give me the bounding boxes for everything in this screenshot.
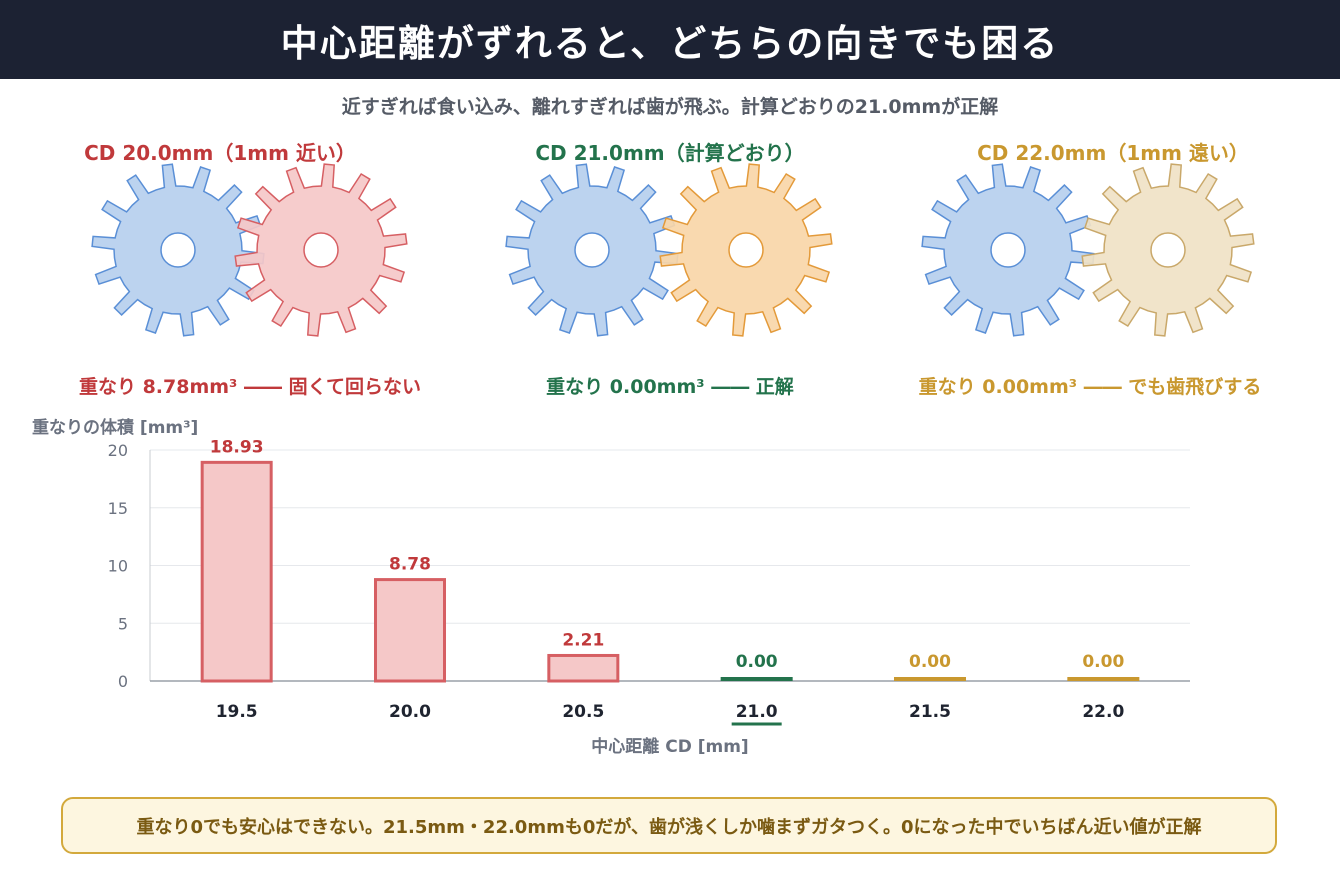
bar: [200, 460, 273, 683]
x-tick-label: 21.0: [736, 702, 778, 722]
overlap-bar-chart: 0 5 10 15 20 重なりの体積 [mm³] 中心距離 CD [mm] 18.93 19.…: [32, 417, 1190, 757]
gear-orange-correct-hole: [728, 232, 764, 268]
x-tick-label: 19.5: [216, 702, 258, 722]
x-axis-label: 中心距離 CD [mm]: [591, 736, 748, 757]
y-tick-label: 10: [108, 557, 128, 576]
x-tick-label: 21.5: [909, 702, 951, 722]
y-tick-label: 15: [108, 499, 128, 518]
y-axis-label: 重なりの体積 [mm³]: [32, 417, 198, 438]
bar-value-label: 0.00: [736, 652, 778, 672]
x-tick-label: 22.0: [1082, 702, 1124, 722]
case-note-correct: 重なり 0.00mm³ ―― 正解: [546, 376, 794, 398]
bar-value-label: 0.00: [909, 652, 951, 672]
gear-blue-correct-hole: [574, 232, 610, 268]
y-tick-label: 0: [118, 672, 128, 691]
bar: [894, 677, 966, 681]
gear-red-near-hole: [303, 232, 339, 268]
y-tick-label: 5: [118, 614, 128, 633]
case-title-far: CD 22.0mm（1mm 遠い）: [977, 141, 1249, 165]
bar-value-label: 0.00: [1082, 652, 1124, 672]
bar: [1067, 677, 1140, 681]
bar-value-label: 8.78: [389, 555, 431, 575]
case-title-near: CD 20.0mm（1mm 近い）: [84, 141, 356, 165]
gear-illustrations: [91, 163, 1255, 337]
header-bar: 中心距離がずれると、どちらの向きでも困る: [0, 0, 1340, 79]
page-subtitle: 近すぎれば食い込み、離れすぎれば歯が飛ぶ。計算どおりの21.0mmが正解: [341, 96, 999, 118]
gear-blue-near-hole: [160, 232, 196, 268]
footer-text: 重なり0でも安心はできない。21.5mm・22.0mmも0だが、歯が浅くしか噛ま…: [136, 816, 1202, 838]
case-title-correct: CD 21.0mm（計算どおり）: [535, 141, 805, 165]
y-tick-label: 20: [108, 441, 128, 460]
bar-value-label: 18.93: [210, 437, 264, 457]
case-note-near: 重なり 8.78mm³ ―― 固くて回らない: [78, 376, 422, 398]
gear-blue-far-hole: [990, 232, 1026, 268]
page-title: 中心距離がずれると、どちらの向きでも困る: [280, 21, 1060, 65]
bar: [547, 653, 620, 683]
case-note-far: 重なり 0.00mm³ ―― でも歯飛びする: [918, 376, 1262, 398]
x-tick-label: 20.0: [389, 702, 431, 722]
footer-note: 重なり0でも安心はできない。21.5mm・22.0mmも0だが、歯が浅くしか噛ま…: [61, 797, 1277, 854]
gear-beige-far-hole: [1150, 232, 1186, 268]
bar: [720, 677, 793, 681]
x-tick-label: 20.5: [562, 702, 604, 722]
bar-value-label: 2.21: [562, 630, 604, 650]
bar: [374, 578, 446, 683]
